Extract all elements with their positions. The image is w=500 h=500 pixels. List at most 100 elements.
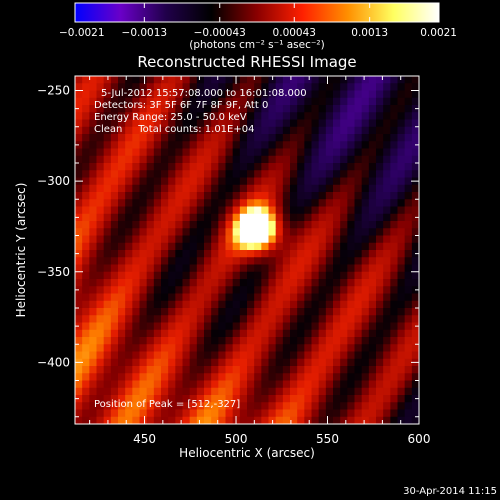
heatmap-cell (132, 358, 141, 367)
heatmap-cell (311, 148, 320, 157)
heatmap-cell (247, 76, 255, 84)
heatmap-cell (325, 293, 334, 302)
heatmap-cell (376, 279, 384, 287)
heatmap-cell (376, 83, 384, 92)
y-axis-ticks: −250−300−350−400 (37, 84, 419, 418)
heatmap-cell (218, 409, 227, 418)
heatmap-cell (153, 97, 162, 106)
heatmap-cell (275, 380, 284, 389)
heatmap-cell (311, 184, 320, 193)
heatmap-cell (132, 105, 141, 113)
heatmap-cell (304, 351, 313, 360)
heatmap-cell (125, 344, 133, 353)
heatmap-cell (340, 322, 348, 331)
heatmap-cell (146, 315, 155, 324)
heatmap-cell (196, 271, 205, 280)
heatmap-cell (368, 358, 377, 367)
heatmap-cell (311, 322, 320, 331)
heatmap-cell (340, 358, 348, 367)
heatmap-cell (347, 170, 356, 179)
heatmap-cell (96, 358, 105, 367)
heatmap-cell (139, 148, 148, 157)
heatmap-cell (254, 105, 262, 113)
heatmap-cell (261, 97, 270, 106)
heatmap-cell (175, 141, 184, 150)
heatmap-cell (368, 148, 377, 157)
heatmap-cell (397, 329, 406, 338)
heatmap-cell (125, 250, 133, 258)
heatmap-cell (275, 286, 284, 295)
heatmap-cell (304, 250, 313, 258)
heatmap-cell (153, 105, 162, 113)
heatmap-cell (182, 213, 191, 222)
heatmap-cell (153, 112, 162, 121)
heatmap-cell (404, 373, 413, 382)
heatmap-cell (89, 235, 98, 244)
heatmap-cell (239, 322, 248, 331)
heatmap-cell (340, 264, 348, 273)
heatmap-cell (397, 199, 406, 208)
heatmap-cell (168, 206, 176, 215)
heatmap-cell (168, 148, 176, 157)
heatmap-cell (340, 416, 348, 424)
heatmap-cell (261, 221, 270, 229)
heatmap-cell (211, 286, 219, 295)
heatmap-cell (204, 184, 212, 193)
heatmap-cell (368, 83, 377, 92)
x-tick-label: 600 (408, 432, 431, 446)
heatmap-cell (182, 409, 191, 418)
heatmap-cell (354, 76, 363, 84)
heatmap-cell (75, 264, 83, 273)
heatmap-cell (146, 119, 155, 128)
heatmap-cell (254, 228, 262, 237)
heatmap-cell (297, 402, 305, 411)
heatmap-cell (390, 387, 399, 396)
heatmap-cell (232, 308, 241, 316)
heatmap-cell (153, 344, 162, 353)
heatmap-cell (411, 199, 419, 208)
heatmap-cell (318, 90, 327, 99)
heatmap-cell (290, 387, 298, 396)
heatmap-cell (161, 155, 169, 164)
heatmap-cell (225, 271, 234, 280)
heatmap-cell (132, 409, 141, 418)
heatmap-cell (110, 380, 119, 389)
heatmap-cell (211, 293, 219, 302)
heatmap-cell (275, 308, 284, 316)
heatmap-cell (96, 177, 105, 186)
heatmap-cell (139, 337, 148, 345)
heatmap-cell (89, 380, 98, 389)
heatmap-cell (311, 119, 320, 128)
heatmap-cell (297, 90, 305, 99)
heatmap-cell (368, 271, 377, 280)
heatmap-cell (211, 402, 219, 411)
heatmap-cell (125, 242, 133, 251)
heatmap-cell (254, 163, 262, 171)
heatmap-cell (189, 366, 198, 374)
heatmap-cell (333, 279, 341, 287)
heatmap-cell (325, 300, 334, 309)
heatmap-cell (261, 206, 270, 215)
heatmap-cell (268, 199, 277, 208)
heatmap-cell (161, 373, 169, 382)
heatmap-cell (232, 119, 241, 128)
heatmap-cell (225, 242, 234, 251)
heatmap-cell (161, 271, 169, 280)
heatmap-cell (218, 279, 227, 287)
heatmap-cell (232, 351, 241, 360)
heatmap-cell (204, 250, 212, 258)
heatmap-cell (275, 213, 284, 222)
heatmap-cell (103, 170, 112, 179)
heatmap-cell (75, 315, 83, 324)
heatmap-cell (390, 286, 399, 295)
heatmap-cell (175, 380, 184, 389)
heatmap-cell (290, 170, 298, 179)
heatmap-cell (325, 177, 334, 186)
y-axis-label: Heliocentric Y (arcsec) (14, 183, 28, 318)
heatmap-cell (168, 308, 176, 316)
heatmap-cell (82, 90, 90, 99)
heatmap-cell (347, 105, 356, 113)
heatmap-cell (168, 322, 176, 331)
heatmap-cell (383, 409, 391, 418)
heatmap-cell (239, 293, 248, 302)
